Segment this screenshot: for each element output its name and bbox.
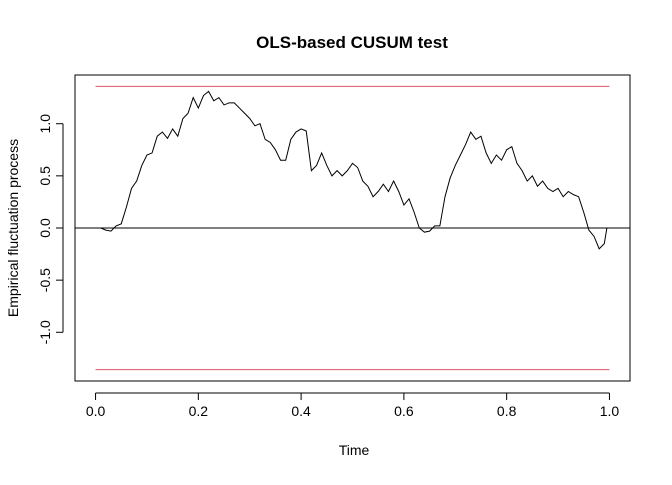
y-tick-label: 1.0 [37, 114, 53, 134]
y-tick-label: -1.0 [37, 320, 53, 344]
chart-title: OLS-based CUSUM test [256, 33, 448, 52]
x-tick-label: 0.8 [497, 403, 517, 419]
x-axis-label: Time [339, 442, 370, 458]
y-tick-label: -0.5 [37, 268, 53, 292]
x-tick-label: 1.0 [600, 403, 620, 419]
data-line [100, 90, 608, 250]
x-tick-label: 0.0 [86, 403, 106, 419]
y-tick-label: 0.5 [37, 166, 53, 186]
x-tick-label: 0.4 [291, 403, 311, 419]
y-axis-label: Empirical fluctuation process [5, 139, 21, 317]
x-tick-label: 0.2 [189, 403, 209, 419]
y-tick-label: 0.0 [37, 218, 53, 238]
x-tick-label: 0.6 [394, 403, 414, 419]
